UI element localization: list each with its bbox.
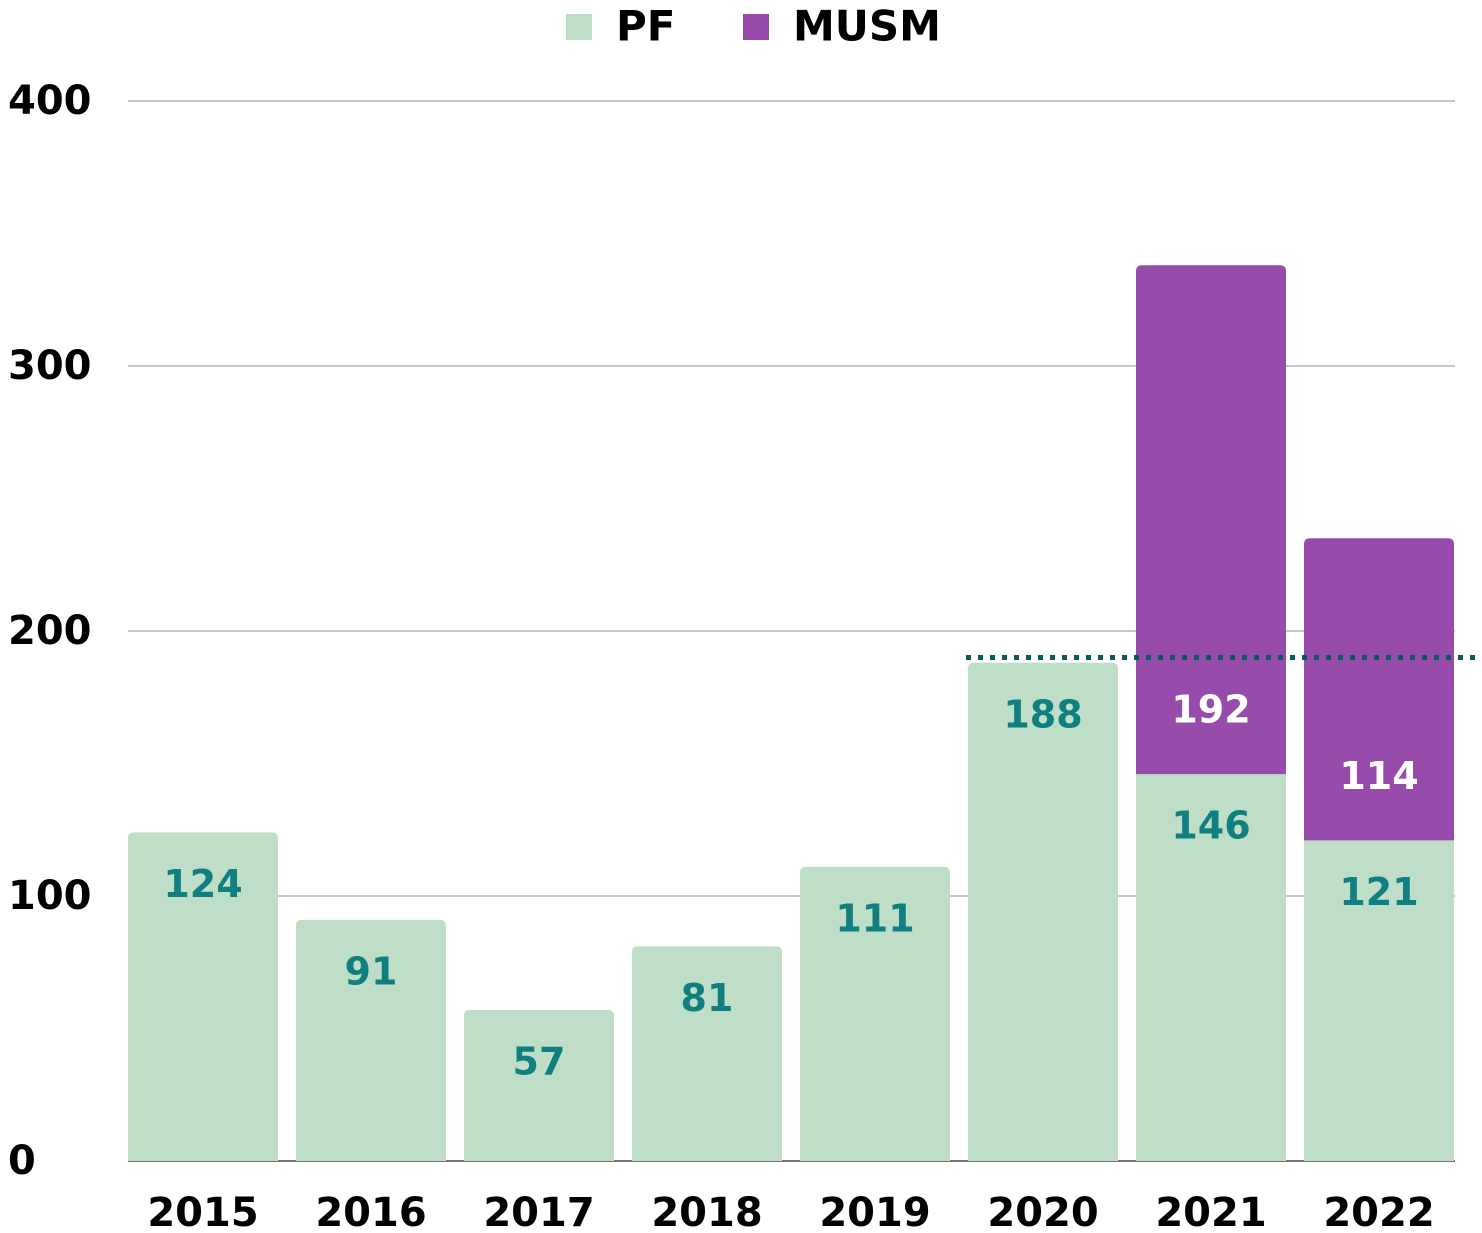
x-tick-label: 2016 (315, 1190, 426, 1233)
y-tick-label: 200 (8, 608, 92, 654)
legend-label: PF (616, 2, 675, 51)
bar-segment (1136, 774, 1286, 1161)
x-tick-label: 2022 (1323, 1190, 1434, 1233)
y-tick-label: 100 (8, 873, 92, 919)
value-label: 114 (1339, 754, 1418, 798)
value-label: 124 (163, 862, 242, 906)
value-label: 81 (681, 976, 734, 1020)
bar-segment (1136, 265, 1286, 775)
value-label: 192 (1171, 688, 1250, 732)
value-label: 121 (1339, 870, 1418, 914)
y-tick-label: 400 (8, 78, 92, 124)
x-tick-label: 2015 (147, 1190, 258, 1233)
bar-segment (1304, 538, 1454, 841)
value-label: 146 (1171, 804, 1250, 848)
y-tick-label: 300 (8, 343, 92, 389)
x-tick-label: 2020 (987, 1190, 1098, 1233)
x-tick-label: 2019 (819, 1190, 930, 1233)
bar-segment (632, 946, 782, 1161)
legend-swatch (566, 14, 592, 40)
value-label: 188 (1003, 692, 1082, 736)
y-tick-label: 0 (8, 1138, 36, 1184)
legend-label: MUSM (793, 2, 941, 51)
bar-segment (464, 1009, 614, 1161)
bar-segment (800, 866, 950, 1161)
value-label: 57 (513, 1039, 566, 1083)
legend-swatch (743, 14, 769, 40)
value-label: 91 (345, 949, 398, 993)
bar-segment (1304, 840, 1454, 1161)
bar-segment (296, 919, 446, 1161)
value-label: 111 (835, 896, 914, 940)
bar-segment (968, 662, 1118, 1161)
x-tick-label: 2021 (1155, 1190, 1266, 1233)
x-tick-label: 2018 (651, 1190, 762, 1233)
bar-segment (128, 832, 278, 1161)
x-tick-label: 2017 (483, 1190, 594, 1233)
